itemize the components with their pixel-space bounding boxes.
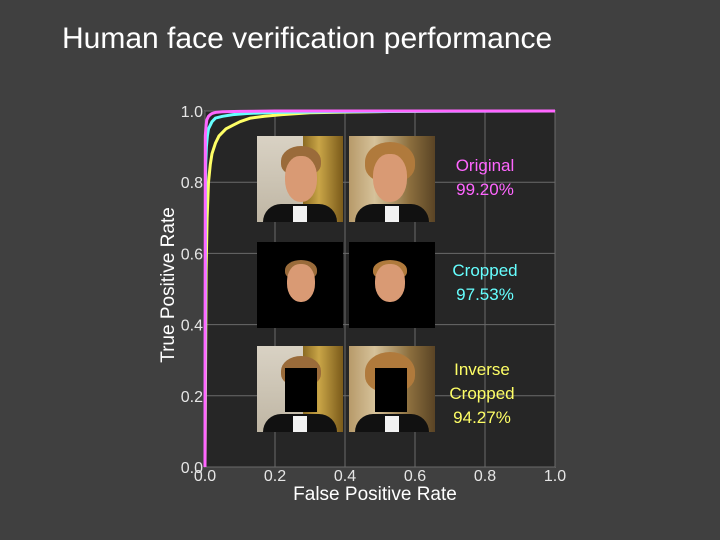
x-tick-label: 0.0 — [194, 468, 216, 485]
chart-series — [203, 109, 556, 468]
x-tick-label: 0.4 — [334, 468, 356, 485]
legend-cropped-score: 97.53% — [456, 285, 514, 304]
x-tick-label: 0.8 — [474, 468, 496, 485]
face-thumbnail-cropped-1 — [257, 242, 343, 328]
legend-cropped: Cropped 97.53% — [430, 259, 540, 307]
face-thumbnail-original-1 — [257, 136, 343, 222]
roc-series-line-2 — [203, 109, 555, 468]
face-thumbnail-inverse-cropped-1 — [257, 346, 343, 432]
legend-original-score: 99.20% — [456, 180, 514, 199]
page-title: Human face verification performance — [62, 22, 553, 55]
x-axis-label: False Positive Rate — [293, 484, 457, 505]
face-thumbnail-cropped-2 — [349, 242, 435, 328]
legend-inverse-name-1: Inverse — [454, 360, 510, 379]
y-tick-label: 0.8 — [181, 175, 203, 192]
y-tick-label: 0.0 — [181, 460, 203, 477]
legend-inverse-cropped: Inverse Cropped 94.27% — [427, 358, 537, 430]
x-tick-label: 0.2 — [264, 468, 286, 485]
x-tick-label: 1.0 — [544, 468, 566, 485]
face-thumbnail-original-2 — [349, 136, 435, 222]
chart-tick-labels: 0.0 0.2 0.4 0.6 0.8 1.0 0.0 0.2 0.4 0.6 0.8 1.0 — [181, 104, 566, 485]
x-tick-label: 0.6 — [404, 468, 426, 485]
legend-inverse-score: 94.27% — [453, 408, 511, 427]
legend-original-name: Original — [455, 156, 515, 175]
y-axis-label: True Positive Rate — [158, 207, 179, 363]
y-tick-label: 1.0 — [181, 104, 203, 121]
face-thumbnail-inverse-cropped-2 — [349, 346, 435, 432]
legend-cropped-name: Cropped — [452, 261, 518, 280]
y-tick-label: 0.6 — [181, 246, 203, 263]
y-tick-label: 0.2 — [181, 389, 203, 406]
legend-original: Original 99.20% — [430, 154, 540, 202]
legend-inverse-name-2: Cropped — [449, 384, 515, 403]
y-tick-label: 0.4 — [181, 318, 203, 335]
